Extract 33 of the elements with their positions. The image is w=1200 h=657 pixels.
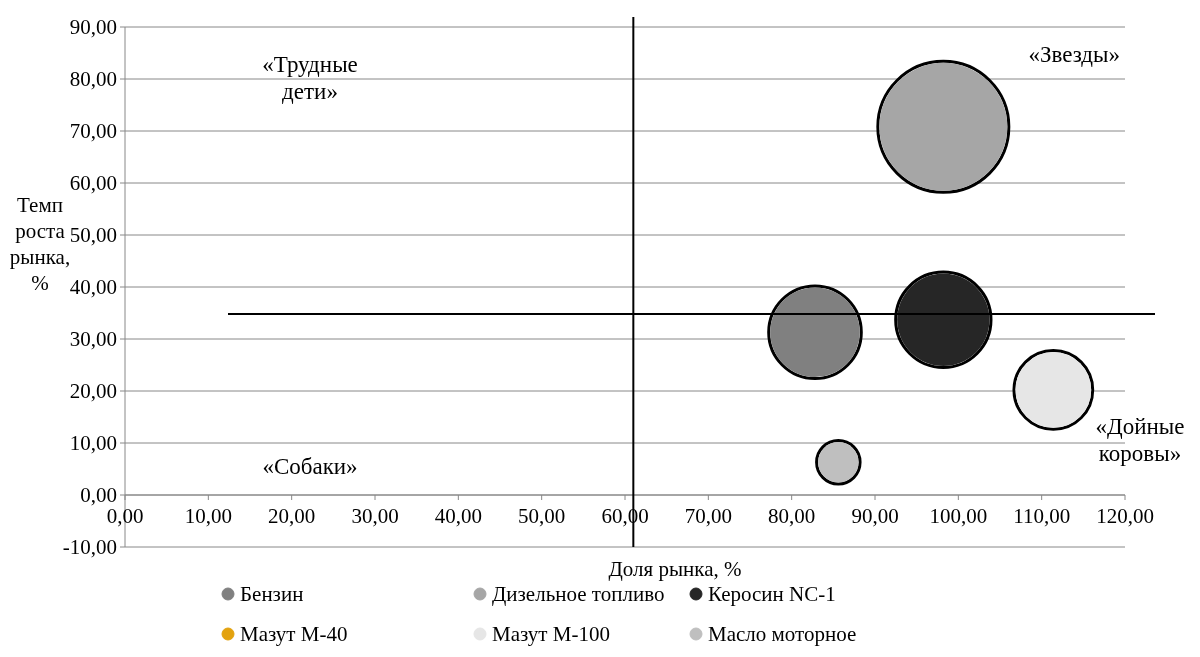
annotation: «Дойные коровы» (1095, 414, 1185, 466)
y-tick-label: 90,00 (69, 15, 117, 40)
y-tick-label: 10,00 (69, 431, 117, 456)
legend-label: Мазут М-100 (492, 622, 610, 646)
y-tick-label: 80,00 (69, 67, 117, 92)
annotation: «Звезды» (1028, 42, 1120, 67)
legend-label: Мазут М-40 (240, 622, 348, 646)
y-tick-label: 30,00 (69, 327, 117, 352)
x-axis-title: Доля рынка, % (608, 557, 742, 581)
x-tick-label: 10,00 (184, 504, 232, 528)
legend-label: Керосин NC-1 (708, 582, 836, 606)
y-tick-label: 50,00 (69, 223, 117, 248)
y-tick-label: 20,00 (69, 379, 117, 404)
x-tick-label: 30,00 (351, 504, 399, 528)
legend-label: Дизельное топливо (492, 582, 665, 606)
x-tick-label: 100,00 (929, 504, 988, 528)
annotation: «Собаки» (262, 454, 358, 479)
annotation: «Трудные дети» (262, 52, 358, 104)
x-tick-label: 40,00 (434, 504, 482, 528)
x-tick-label: 110,00 (1013, 504, 1071, 528)
x-tick-label: 70,00 (684, 504, 732, 528)
legend-label: Масло моторное (708, 622, 857, 646)
x-tick-label: 80,00 (768, 504, 816, 528)
x-tick-label: 20,00 (268, 504, 316, 528)
x-tick-label: 50,00 (518, 504, 566, 528)
y-axis-title: Темп роста рынка, % (9, 193, 71, 295)
y-tick-label: -10,00 (62, 535, 117, 560)
x-tick-label: 90,00 (851, 504, 899, 528)
legend-label: Бензин (240, 582, 304, 606)
y-tick-label: 60,00 (69, 171, 117, 196)
x-tick-label: 120,00 (1096, 504, 1154, 528)
y-tick-label: 70,00 (69, 119, 117, 144)
y-tick-label: 40,00 (69, 275, 117, 300)
